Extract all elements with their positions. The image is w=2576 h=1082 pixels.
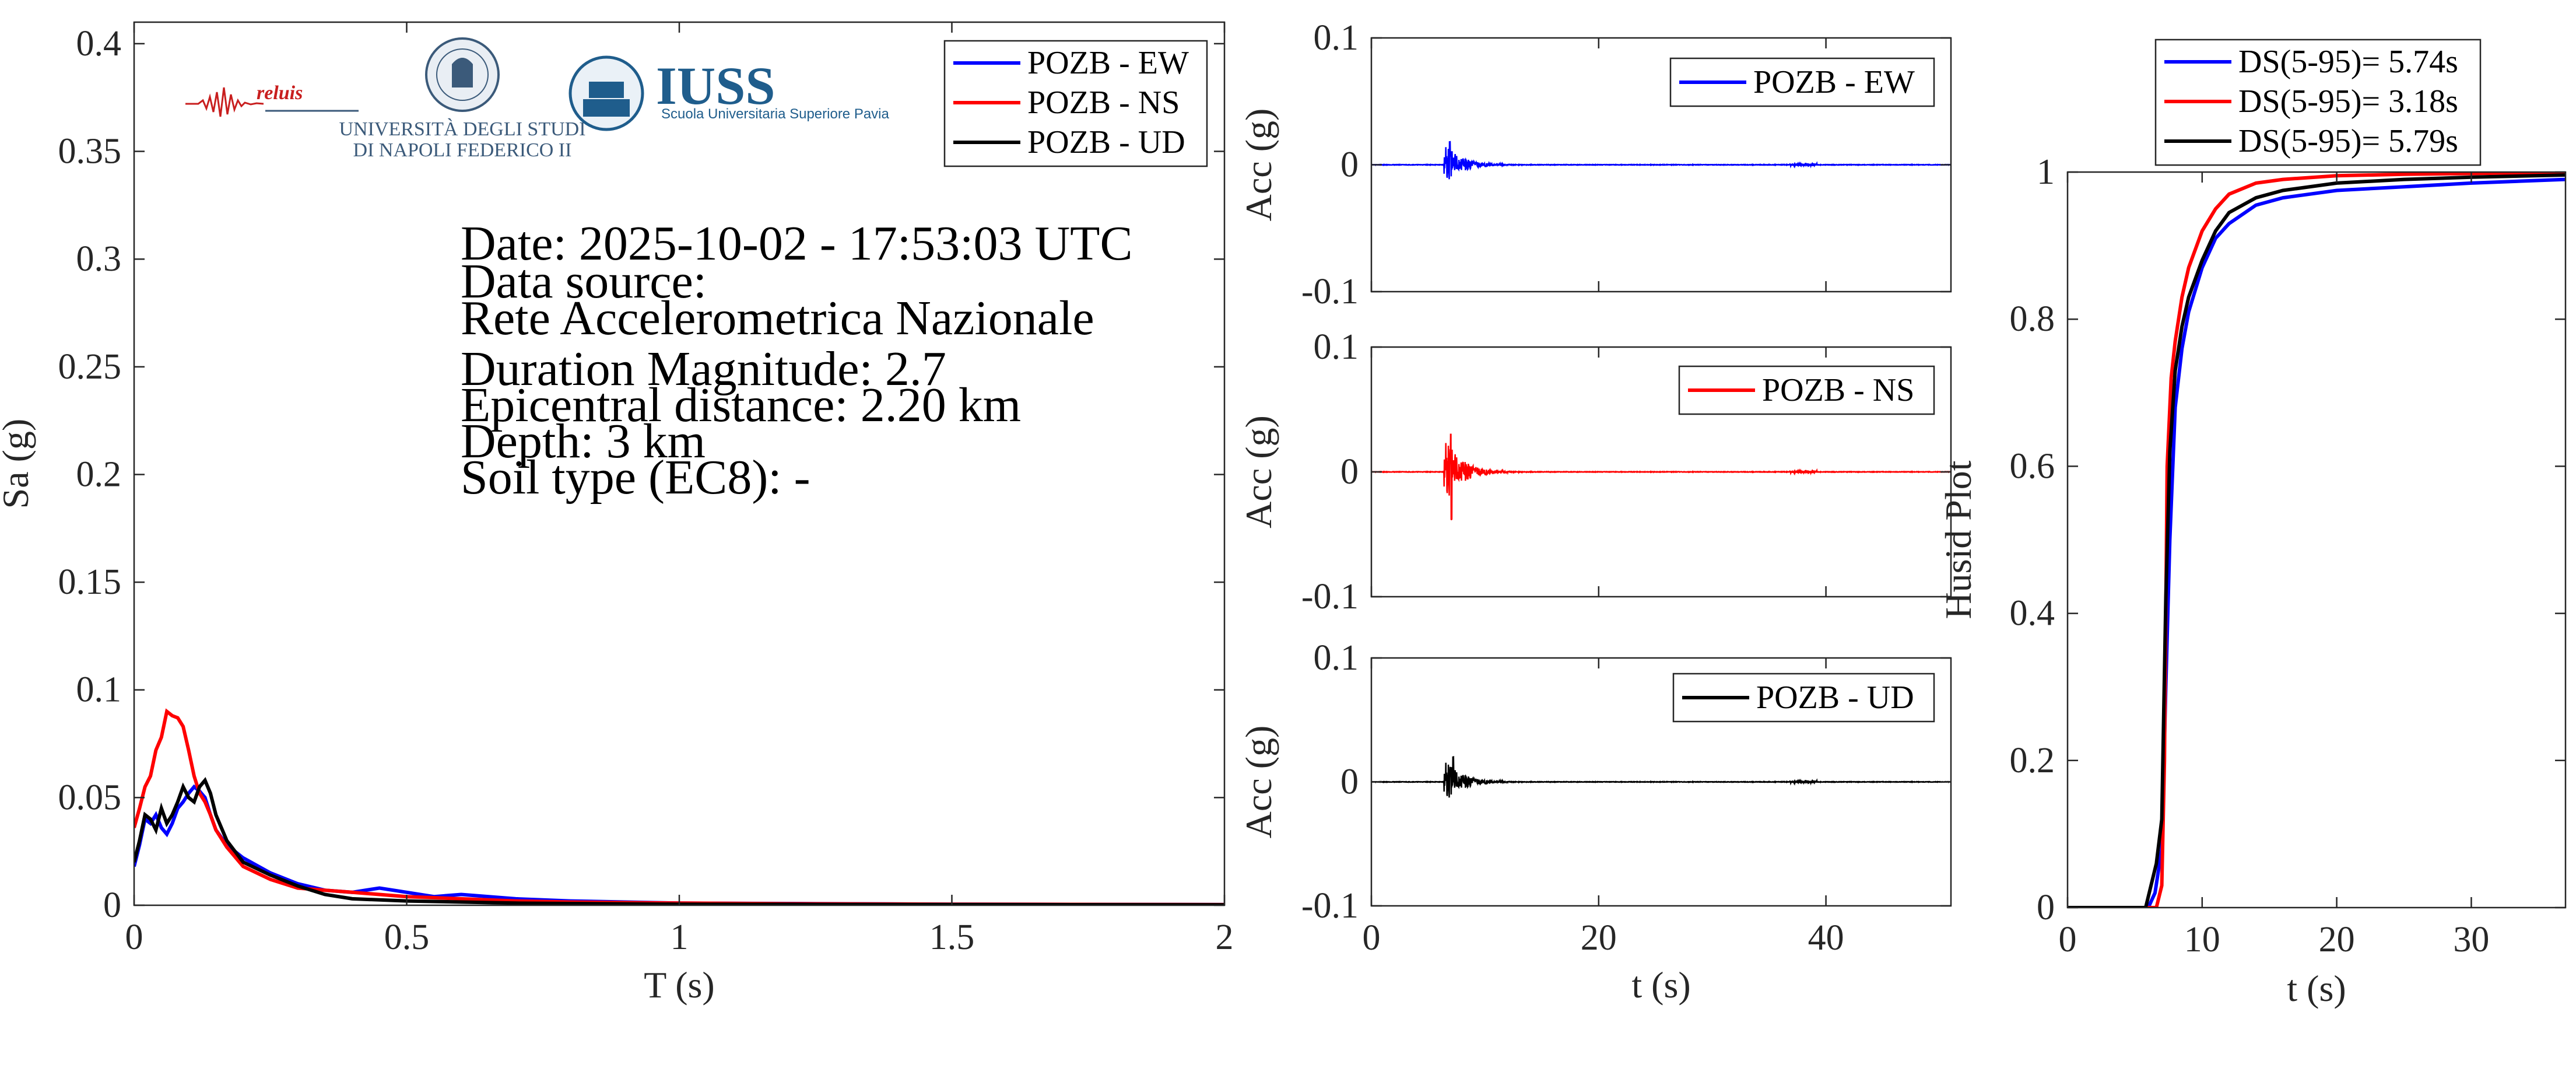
husid-xtick-label: 20: [2319, 920, 2355, 960]
husid-ytick-label: 0.8: [2010, 299, 2055, 339]
reluis-text: reluis: [257, 82, 303, 104]
acc_ud-xtick-label: 40: [1808, 918, 1844, 958]
acc_ud-xlabel: t (s): [1631, 964, 1690, 1006]
iuss-logo: IUSS Scuola Universitaria Superiore Pavi…: [568, 55, 890, 131]
husid-xlabel: t (s): [2287, 968, 2346, 1009]
spectrum-ytick-label: 0.4: [76, 24, 122, 64]
acc_ud-series: [1371, 755, 1951, 798]
husid-ytick-label: 1: [2037, 152, 2055, 192]
unina-logo: UNIVERSITÀ DEGLI STUDI DI NAPOLI FEDERIC…: [339, 37, 586, 161]
acc_ew-line-0: [1371, 141, 1951, 180]
info-distance: Epicentral distance: 2.20 km: [461, 378, 1021, 432]
iuss-subtitle: Scuola Universitaria Superiore Pavia: [661, 106, 890, 122]
husid-series: [2068, 172, 2566, 908]
husid-legend-label: DS(5-95)= 5.74s: [2238, 44, 2458, 80]
spectrum-xlabel: T (s): [644, 964, 714, 1006]
info-depth: Depth: 3 km: [461, 414, 706, 468]
logo-strip: reluis UNIVERSITÀ DEGLI STUDI DI NAPOLI …: [185, 37, 890, 161]
info-source-label: Data source:: [461, 254, 707, 309]
acc_ud-ylabel: Acc (g): [1238, 726, 1279, 839]
spectrum-legend-label: POZB - NS: [1027, 85, 1180, 121]
acc_ew-ylabel: Acc (g): [1238, 108, 1279, 222]
acc_ns-ytick-label: 0.1: [1314, 327, 1359, 367]
acc_ew-ytick-label: -0.1: [1301, 272, 1359, 311]
husid-line-0: [2068, 177, 2566, 908]
spectrum-series: [134, 708, 1224, 905]
spectrum-xtick-label: 0.5: [384, 918, 430, 957]
unina-line1: UNIVERSITÀ DEGLI STUDI: [339, 118, 585, 140]
acc_ns-line-0: [1371, 433, 1951, 521]
spectrum-xtick-label: 2: [1216, 918, 1234, 957]
spectrum-legend-label: POZB - UD: [1027, 124, 1185, 160]
acc_ew-ytick-label: 0: [1340, 145, 1359, 185]
husid-ytick-label: 0: [2037, 888, 2055, 927]
husid-axes: [2066, 171, 2567, 909]
acc_ud-xtick-label: 20: [1581, 918, 1617, 958]
acc_ud-chart: 0 20 40-0.100.1t (s)Acc (g)POZB - UD: [1238, 638, 1952, 1006]
spectrum-xtick-label: 0: [125, 918, 143, 957]
spectrum-ylabel: Sa (g): [0, 419, 36, 509]
acc_ud-line-0: [1371, 755, 1951, 798]
spectrum-line-1: [134, 708, 1224, 905]
acc_ew-legend-label: POZB - EW: [1753, 64, 1915, 100]
spectrum-line-2: [134, 777, 1224, 905]
acc_ud-ytick-label: 0: [1340, 762, 1359, 802]
info-magnitude: Duration Magnitude: 2.7: [461, 342, 946, 396]
spectrum-ytick-label: 0.25: [58, 347, 122, 387]
iuss-title: IUSS: [656, 56, 775, 115]
spectrum-legend-label: POZB - EW: [1027, 45, 1189, 81]
spectrum-ytick-label: 0: [103, 885, 121, 925]
acc_ew-legend: POZB - EW: [1669, 57, 1935, 107]
acc_ns-legend: POZB - NS: [1678, 365, 1935, 415]
reluis-waveform-icon: [185, 87, 264, 117]
info-soil: Soil type (EC8): -: [461, 450, 810, 505]
event-info: Date: 2025-10-02 - 17:53:03 UTC Data sou…: [461, 216, 1133, 505]
spectrum-xtick-label: 1.5: [929, 918, 975, 957]
acc_ew-chart: -0.1 0 0.1 Acc (g) POZB - EW: [1238, 18, 1952, 311]
unina-line2: DI NAPOLI FEDERICO II: [353, 139, 572, 161]
husid-ytick-label: 0.2: [2010, 741, 2055, 780]
husid-ylabel: Husid Plot: [1938, 460, 1979, 619]
acc_ns-series: [1371, 433, 1951, 521]
husid-line-2: [2068, 173, 2566, 908]
husid-ytick-label: 0.6: [2010, 446, 2055, 486]
acc_ud-ytick-label: 0.1: [1314, 638, 1359, 678]
acc_ew-ytick-label: 0.1: [1314, 18, 1359, 58]
spectrum-ytick-label: 0.2: [76, 454, 122, 494]
acc_ns-ytick-label: -0.1: [1301, 577, 1359, 617]
acc_ns-ytick-label: 0: [1340, 452, 1359, 492]
info-source: Rete Accelerometrica Nazionale: [461, 291, 1094, 345]
spectrum-ytick-label: 0.35: [58, 132, 122, 171]
spectrum-chart: 0 0.5 1 1.5 2 0 0.05 0.1 0.15 0.2 0.25 0.3 0.35 0.4 T …: [0, 21, 1234, 1006]
spectrum-xtick-label: 1: [671, 918, 689, 957]
spectrum-ytick-label: 0.15: [58, 562, 122, 602]
info-date: Date: 2025-10-02 - 17:53:03 UTC: [461, 216, 1133, 271]
husid-chart: 0 10 20 30 0 0.2 0.4 0.6 0.8 1 t (s) Husid Plot DS(5…: [1938, 38, 2567, 1009]
husid-ytick-label: 0.4: [2010, 594, 2055, 633]
acc_ns-chart: -0.1 0 0.1 Acc (g) POZB - NS: [1238, 327, 1952, 617]
husid-xtick-label: 30: [2453, 920, 2489, 960]
husid-legend-label: DS(5-95)= 3.18s: [2238, 83, 2458, 120]
husid-legend-label: DS(5-95)= 5.79s: [2238, 123, 2458, 159]
acc_ud-legend-label: POZB - UD: [1756, 680, 1914, 716]
husid-xtick-label: 10: [2184, 920, 2220, 960]
acc_ew-series: [1371, 141, 1951, 180]
spectrum-ytick-label: 0.1: [76, 670, 122, 710]
spectrum-ytick-label: 0.3: [76, 239, 122, 279]
husid-xtick-label: 0: [2059, 920, 2077, 960]
reluis-logo: reluis: [185, 82, 359, 117]
acc_ud-xtick-label: 0: [1363, 918, 1381, 958]
husid-line-1: [2068, 172, 2566, 908]
spectrum-ytick-label: 0.05: [58, 778, 122, 817]
acc_ud-legend: POZB - UD: [1672, 673, 1935, 723]
acc_ns-ylabel: Acc (g): [1238, 415, 1279, 528]
acc_ud-ytick-label: -0.1: [1301, 886, 1359, 926]
acc_ns-legend-label: POZB - NS: [1762, 372, 1914, 408]
